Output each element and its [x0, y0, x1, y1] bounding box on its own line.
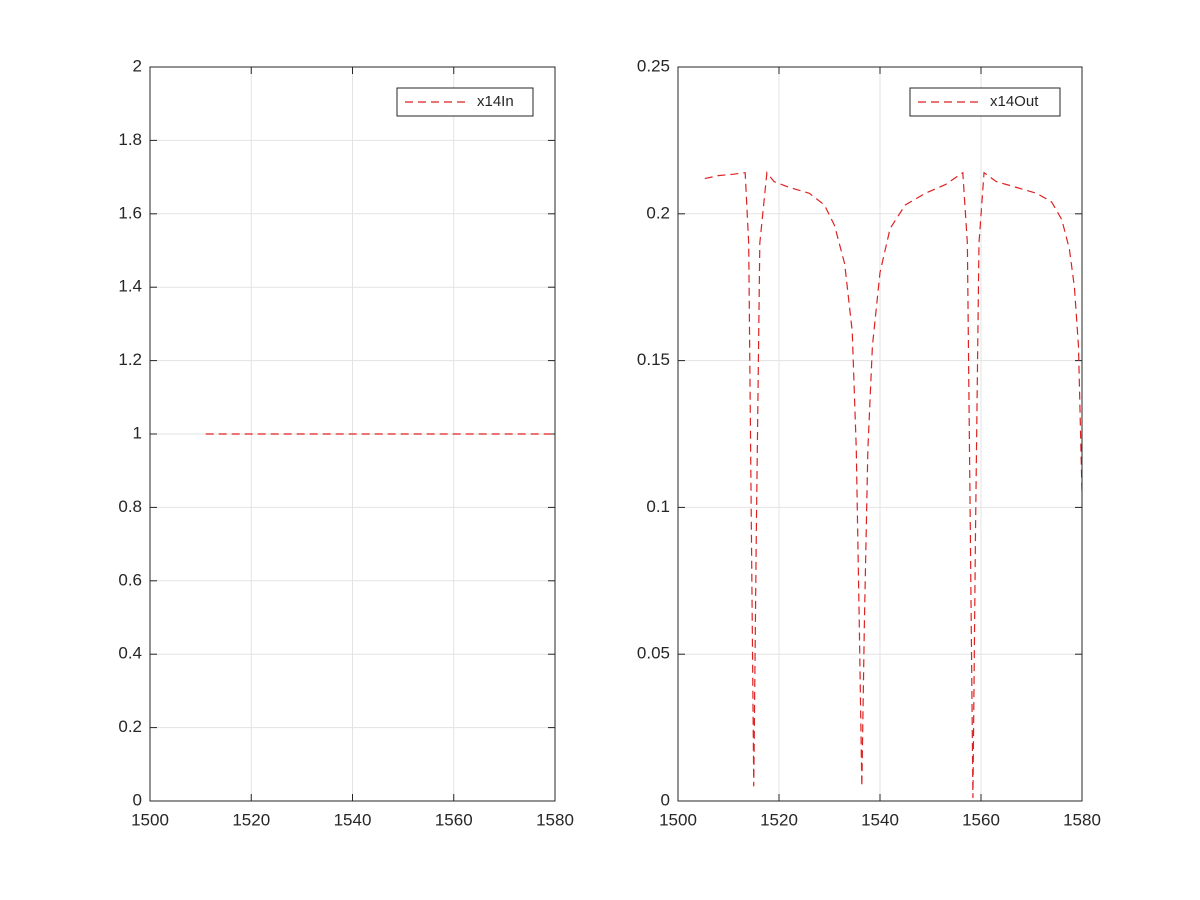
y-tick-label: 0.6: [118, 570, 142, 589]
x-tick-label: 1500: [659, 810, 697, 829]
data-line: [704, 171, 1082, 799]
y-tick-label: 0.05: [637, 644, 670, 663]
y-tick-label: 1.2: [118, 350, 142, 369]
x-tick-label: 1520: [232, 810, 270, 829]
y-tick-label: 2: [133, 56, 142, 75]
legend: x14Out: [909, 87, 1061, 117]
x-tick-label: 1540: [334, 810, 372, 829]
y-tick-label: 0: [661, 790, 670, 809]
x-tick-label: 1500: [131, 810, 169, 829]
plot-lines: [704, 171, 1082, 799]
y-tick-label: 1.4: [118, 277, 142, 296]
y-tick-label: 0.8: [118, 497, 142, 516]
x-tick-label: 1520: [760, 810, 798, 829]
y-tick-label: 0.4: [118, 644, 142, 663]
axes-box: [677, 66, 1083, 802]
x-tick-label: 1560: [962, 810, 1000, 829]
y-tick-label: 0.2: [646, 203, 670, 222]
y-tick-label: 1.8: [118, 130, 142, 149]
y-tick-label: 0.15: [637, 350, 670, 369]
y-tick-label: 1.6: [118, 203, 142, 222]
x-tick-label: 1580: [536, 810, 574, 829]
y-tick-label: 0.1: [646, 497, 670, 516]
y-tick-label: 1: [133, 423, 142, 442]
y-tick-label: 0: [133, 790, 142, 809]
axes-box: [149, 66, 556, 802]
x-tick-label: 1580: [1063, 810, 1101, 829]
subplot: 1500 1520 1540 1560 1580 0 0.05 0.1 0.15 0.2 0.25 x…: [637, 56, 1101, 829]
x-tick-label: 1560: [435, 810, 473, 829]
legend-label: x14In: [477, 93, 514, 110]
legend: x14In: [396, 87, 534, 117]
y-tick-label: 0.2: [118, 717, 142, 736]
x-tick-label: 1540: [861, 810, 899, 829]
legend-label: x14Out: [990, 93, 1039, 110]
subplot: 1500 1520 1540 1560 1580 0 0.2 0.4 0.6 0.8 1 1.2 1.4…: [118, 56, 574, 829]
y-tick-label: 0.25: [637, 56, 670, 75]
